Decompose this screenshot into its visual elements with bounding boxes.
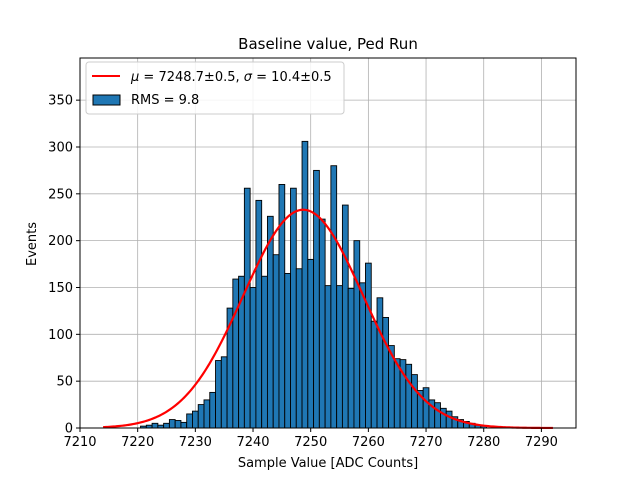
histogram-bar — [215, 360, 222, 429]
legend-fit-sigma-text: = 10.4±0.5 — [252, 70, 332, 85]
histogram-bar — [353, 240, 361, 429]
histogram-bar — [336, 285, 343, 429]
histogram-bar — [209, 391, 216, 429]
histogram-bar — [255, 199, 263, 429]
histogram-bar — [318, 218, 326, 429]
y-tick-label: 150 — [48, 281, 73, 296]
chart-title: Baseline value, Ped Run — [238, 35, 418, 53]
histogram-bar — [232, 278, 240, 429]
histogram-bar — [376, 297, 384, 429]
histogram-bar — [174, 420, 182, 429]
legend-fit-label: μ = 7248.7±0.5, σ = 10.4±0.5 — [130, 70, 332, 85]
legend-fit-mu-symbol: μ — [130, 70, 139, 85]
y-axis-label: Events — [25, 222, 40, 266]
x-tick-label: 7270 — [409, 435, 442, 450]
x-tick-label: 7240 — [236, 435, 269, 450]
x-tick-label: 7230 — [179, 435, 212, 450]
x-tick-label: 7290 — [525, 435, 558, 450]
histogram-bar — [284, 272, 291, 429]
x-tick-label: 7210 — [63, 435, 96, 450]
histogram-bar — [266, 215, 274, 429]
histogram-bar — [192, 410, 199, 429]
histogram-bar — [405, 363, 413, 429]
histogram-bar — [272, 254, 280, 429]
x-axis-label: Sample Value [ADC Counts] — [238, 456, 418, 471]
x-tick-label: 7250 — [294, 435, 327, 450]
histogram-bar — [151, 422, 159, 429]
x-tick-label: 7260 — [352, 435, 385, 450]
plot-frame — [79, 57, 577, 429]
histogram-bar — [341, 204, 349, 429]
histogram-bar — [411, 374, 418, 429]
gaussian-fit — [103, 208, 553, 430]
histogram-bar — [307, 258, 315, 429]
legend: μ = 7248.7±0.5, σ = 10.4±0.5 RMS = 9.8 — [85, 61, 345, 115]
histogram-bar — [365, 262, 372, 429]
histogram-bar — [203, 399, 211, 429]
y-tick-label: 0 — [65, 422, 73, 437]
y-tick-label: 100 — [48, 328, 73, 343]
y-tick-label: 300 — [48, 140, 73, 155]
x-tick-label: 7220 — [121, 435, 154, 450]
x-axis-ticks: 7210 7220 7230 7240 7250 7260 7270 7280 7290 — [63, 428, 558, 450]
histogram-bar — [295, 268, 303, 429]
legend-fit-sigma-symbol: σ — [244, 70, 253, 85]
legend-box — [85, 61, 345, 115]
legend-fit-mu-text: = 7248.7±0.5, — [139, 70, 243, 85]
histogram-bar — [434, 402, 441, 429]
y-axis-ticks: 0 50 100 150 200 250 300 350 — [48, 94, 80, 437]
histogram-bar — [186, 413, 193, 429]
y-tick-label: 250 — [48, 187, 73, 202]
x-tick-label: 7280 — [467, 435, 500, 450]
histogram-bar — [163, 422, 170, 429]
histogram-bar — [445, 410, 453, 429]
legend-hist-label: RMS = 9.8 — [131, 93, 199, 108]
histogram-bar — [324, 285, 332, 429]
histogram-bar — [180, 421, 188, 429]
histogram-bar — [220, 356, 228, 429]
histogram-bar — [261, 275, 268, 429]
fit-curve — [103, 208, 553, 430]
histogram-bar — [168, 419, 176, 429]
histogram-bar — [330, 165, 338, 429]
histogram-bar — [370, 320, 378, 429]
histogram-bars — [140, 140, 488, 429]
histogram-bar — [382, 317, 390, 429]
histogram-bar — [243, 187, 251, 429]
y-tick-label: 200 — [48, 234, 73, 249]
histogram-bar — [197, 404, 205, 429]
legend-hist-swatch — [92, 94, 121, 106]
histogram-bar — [359, 282, 366, 429]
y-tick-label: 50 — [56, 375, 73, 390]
histogram-bar — [422, 387, 430, 429]
histogram-bar — [313, 169, 320, 429]
histogram-bar — [440, 407, 447, 429]
y-tick-label: 350 — [48, 94, 73, 109]
histogram-bar — [301, 140, 309, 429]
histogram-bar — [347, 287, 355, 429]
histogram-bar — [249, 287, 257, 429]
histogram-bar — [290, 187, 297, 429]
